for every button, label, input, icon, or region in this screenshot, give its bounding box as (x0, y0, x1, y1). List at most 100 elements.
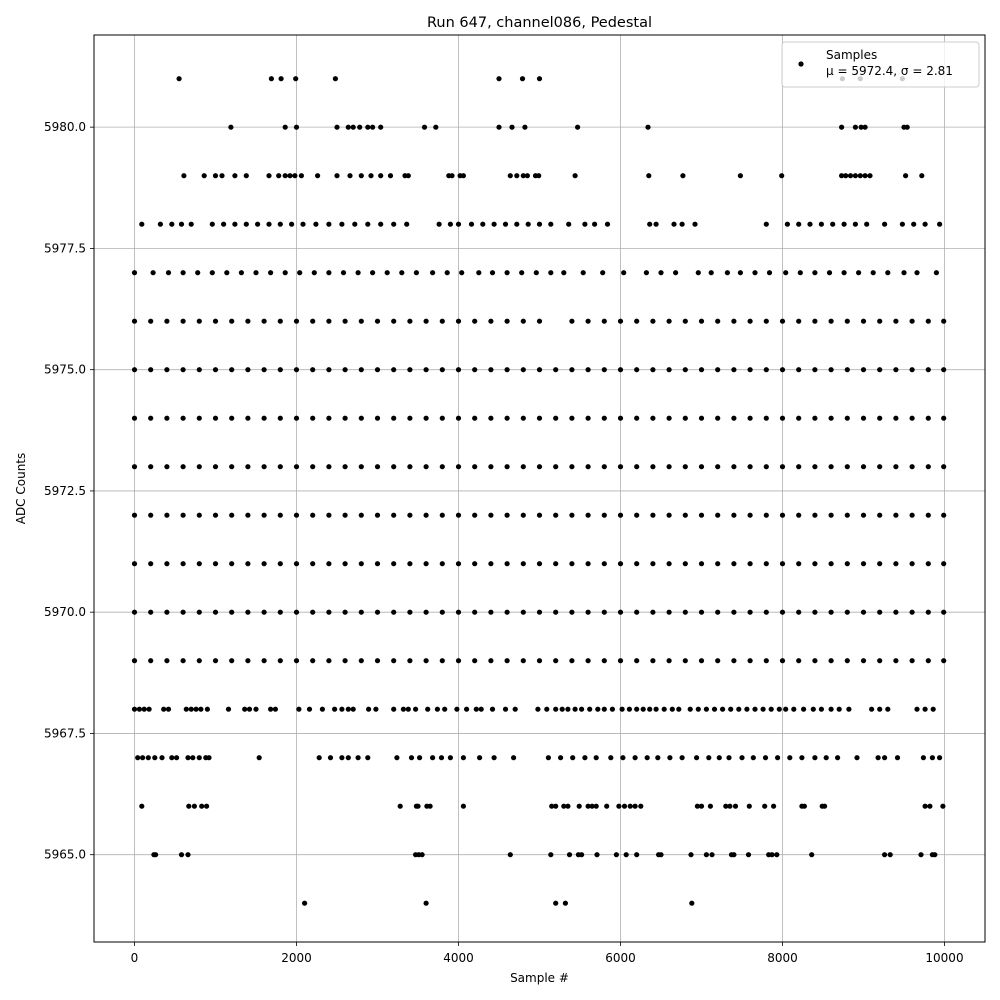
data-point (350, 124, 356, 130)
data-point (268, 706, 274, 712)
data-point (229, 415, 235, 421)
data-point (903, 173, 909, 179)
data-point (812, 512, 818, 518)
data-point (582, 755, 588, 761)
data-point (682, 367, 688, 373)
data-point (775, 755, 781, 761)
data-point (455, 415, 462, 421)
data-point (844, 464, 850, 470)
data-point (423, 900, 429, 906)
data-point (703, 706, 710, 712)
data-point (553, 658, 559, 664)
data-point (180, 561, 186, 567)
data-point (666, 415, 672, 421)
data-point (358, 609, 364, 615)
data-point (640, 706, 646, 712)
data-point (796, 221, 802, 227)
data-point (358, 173, 364, 179)
data-point (653, 706, 659, 712)
data-point (261, 561, 267, 567)
data-point (796, 464, 802, 470)
data-point (243, 221, 249, 227)
data-point (669, 706, 675, 712)
data-point (488, 609, 494, 615)
data-point (565, 803, 571, 809)
data-point (812, 270, 818, 276)
data-point (185, 852, 191, 858)
data-point (293, 124, 300, 130)
data-point (326, 415, 332, 421)
data-point (601, 415, 607, 421)
data-point (164, 658, 170, 664)
data-point (695, 706, 701, 712)
data-point (650, 415, 656, 421)
data-point (852, 173, 859, 179)
data-point (844, 318, 850, 324)
data-point (836, 706, 842, 712)
data-point (680, 173, 686, 179)
data-point (601, 658, 607, 664)
data-point (799, 755, 805, 761)
data-point (653, 221, 659, 227)
data-point (212, 318, 219, 324)
data-point (310, 658, 316, 664)
data-point (807, 221, 813, 227)
data-point (650, 609, 656, 615)
data-point (394, 755, 400, 761)
data-point (520, 512, 526, 518)
data-point (174, 755, 180, 761)
data-point (731, 464, 737, 470)
data-point (925, 464, 931, 470)
data-point (298, 173, 304, 179)
data-point (504, 512, 510, 518)
data-point (621, 270, 627, 276)
data-point (647, 706, 653, 712)
data-point (885, 706, 891, 712)
data-point (148, 609, 154, 615)
data-point (186, 803, 192, 809)
data-point (893, 367, 899, 373)
data-point (737, 173, 744, 179)
data-point (589, 803, 595, 809)
data-point (909, 561, 915, 567)
data-point (178, 221, 185, 227)
data-point (245, 464, 251, 470)
data-point (553, 609, 559, 615)
data-point (140, 755, 146, 761)
data-point (553, 706, 559, 712)
data-point (190, 755, 196, 761)
data-point (520, 561, 526, 567)
data-point (646, 173, 652, 179)
data-point (504, 270, 510, 276)
data-point (941, 464, 947, 470)
data-point (818, 706, 825, 712)
data-point (293, 609, 300, 615)
data-point (358, 415, 364, 421)
data-point (909, 658, 915, 664)
data-point (439, 512, 445, 518)
data-point (796, 561, 802, 567)
data-point (212, 367, 219, 373)
data-point (698, 415, 705, 421)
data-point (601, 318, 607, 324)
data-point (809, 852, 815, 858)
data-point (313, 221, 319, 227)
data-point (634, 852, 640, 858)
data-point (585, 609, 591, 615)
data-point (430, 755, 436, 761)
data-point (632, 755, 638, 761)
data-point (306, 706, 313, 712)
data-point (796, 658, 802, 664)
data-point (459, 270, 465, 276)
data-point (909, 318, 915, 324)
data-point (399, 270, 405, 276)
data-point (830, 221, 836, 227)
data-point (378, 221, 384, 227)
data-point (504, 609, 510, 615)
data-point (397, 803, 403, 809)
data-point (828, 658, 834, 664)
data-point (365, 124, 371, 130)
data-point (706, 755, 712, 761)
data-point (548, 221, 554, 227)
data-point (933, 270, 940, 276)
